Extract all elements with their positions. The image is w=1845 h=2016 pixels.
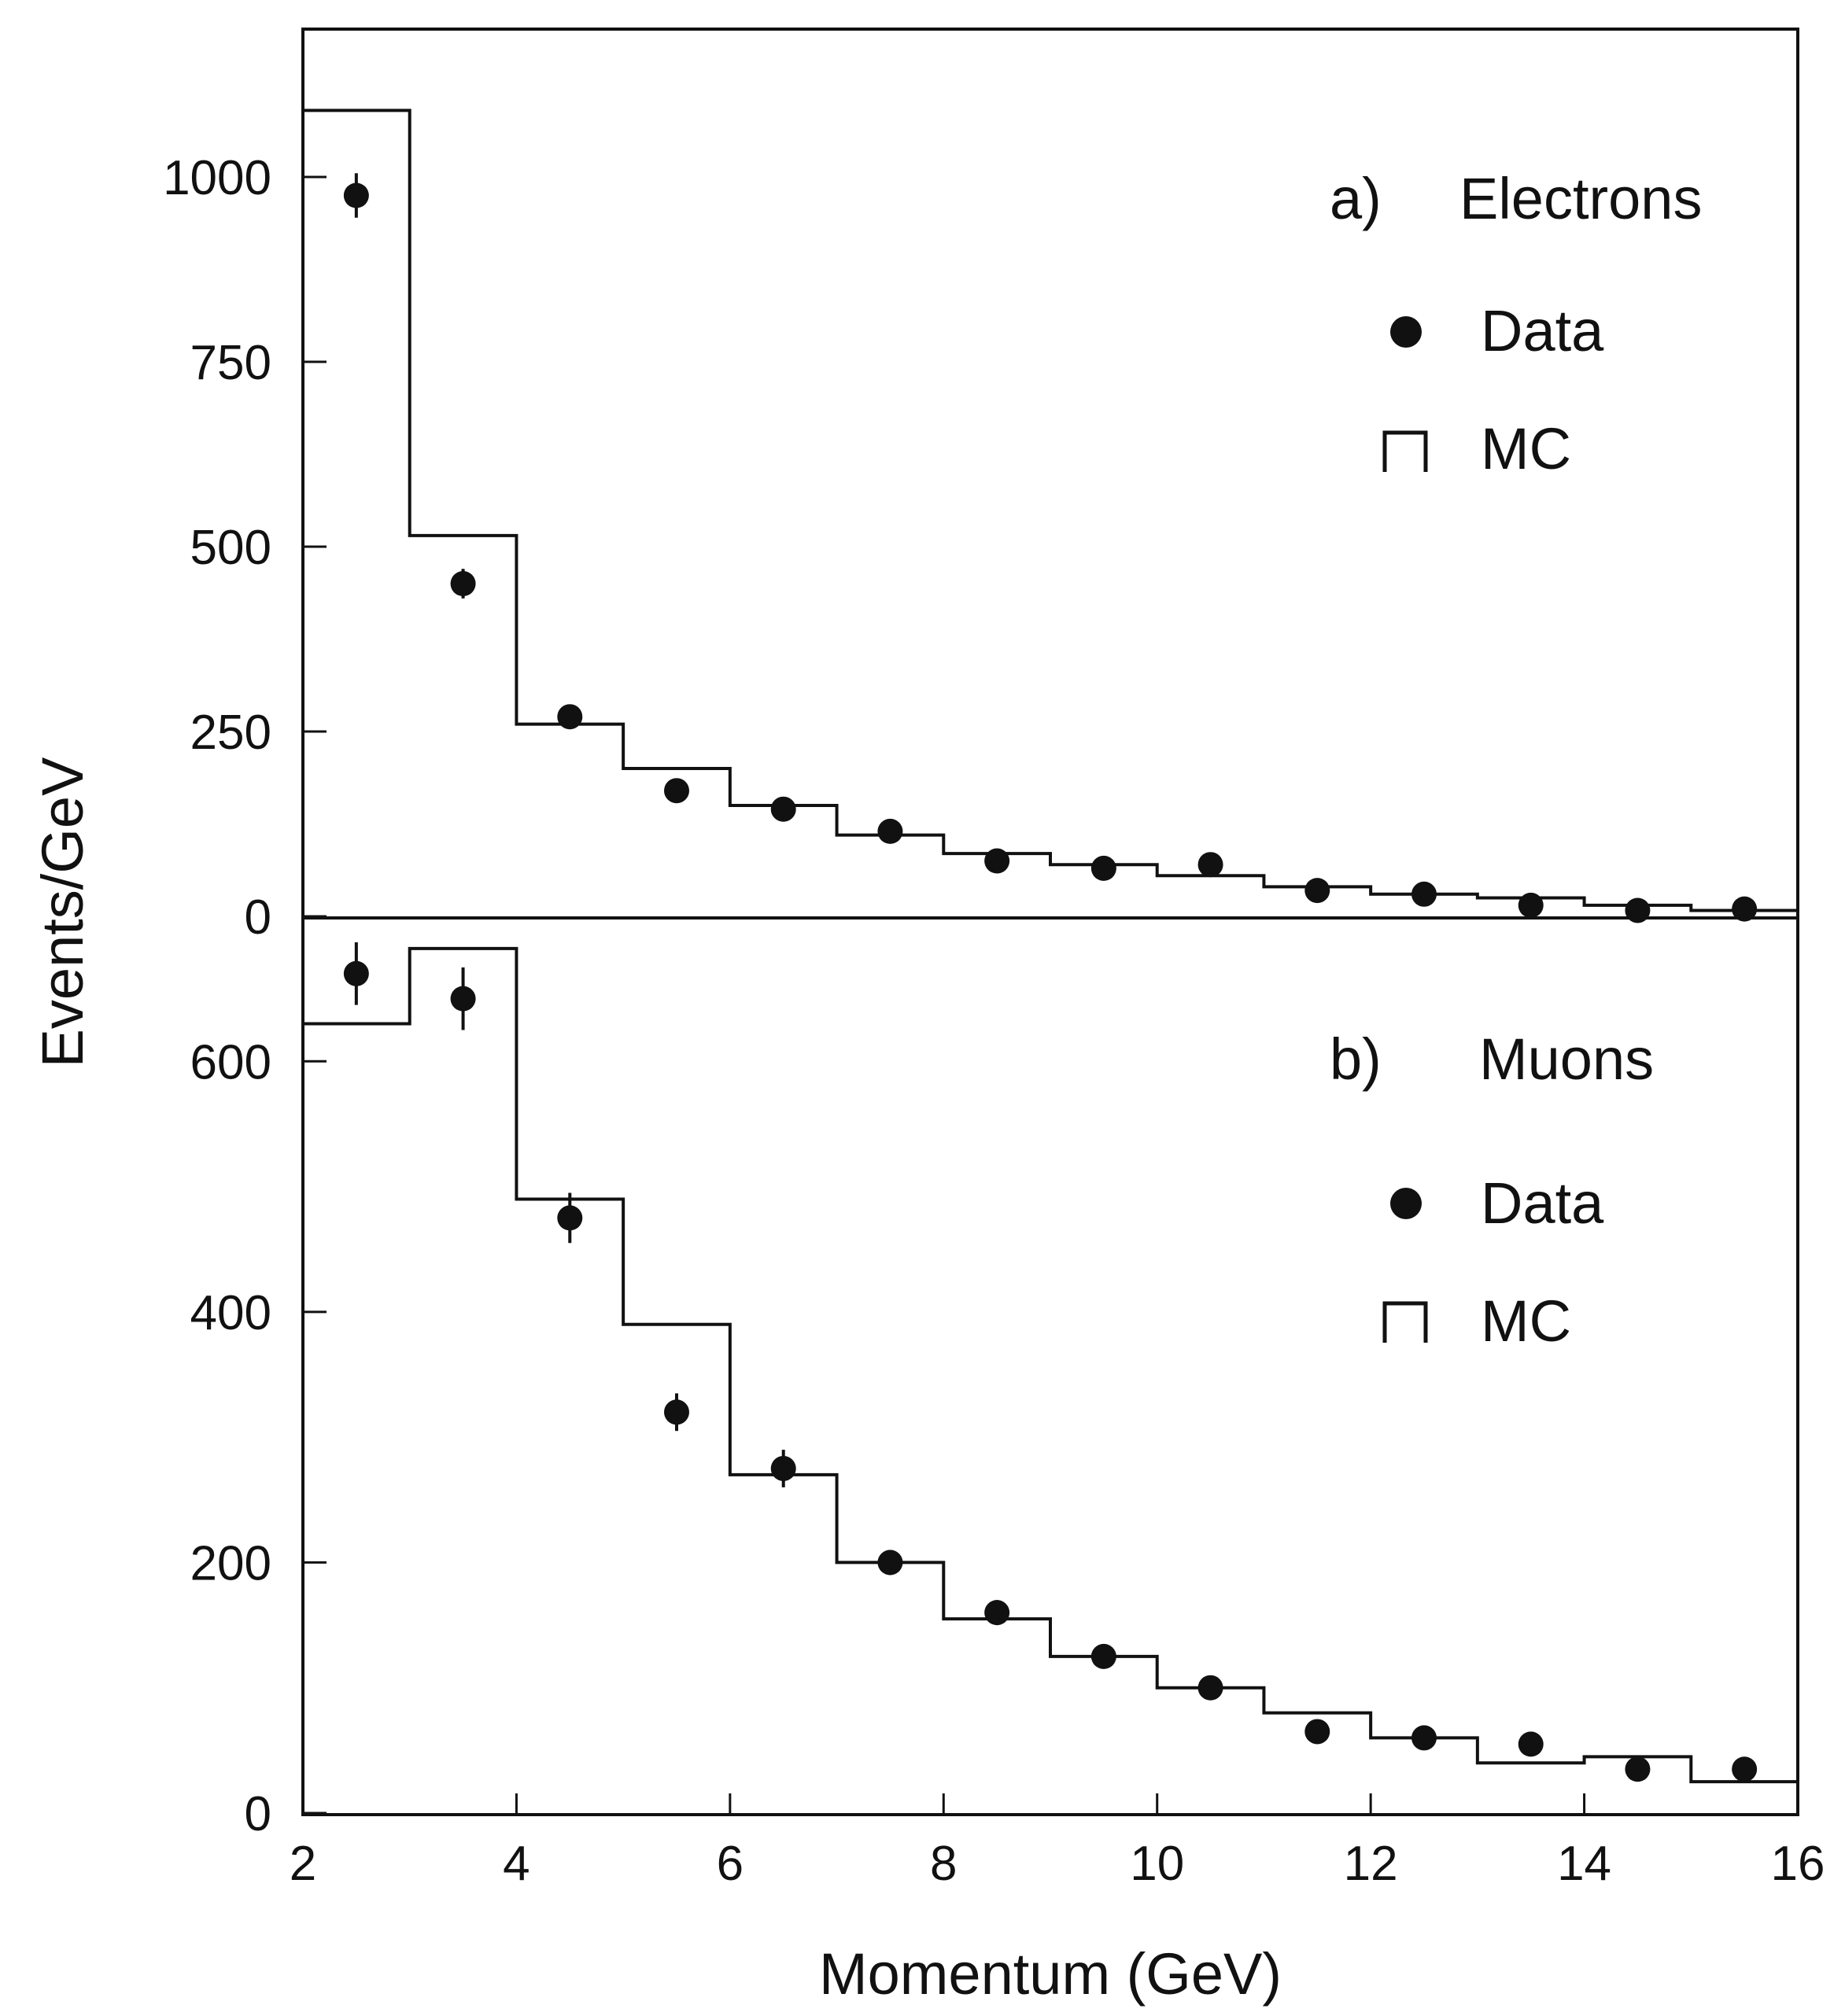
data-point [1090,855,1116,881]
panel-b-legend-mc-marker [1382,1301,1428,1343]
data-point [770,796,796,822]
panel-b-legend-data-label: Data [1481,1170,1604,1236]
y-tick-label: 1000 [163,151,271,205]
x-tick-label: 2 [290,1837,316,1891]
panel-b-label: b) [1330,1026,1382,1092]
panel-a-legend-mc-marker [1382,430,1428,472]
panel-b-frame [301,916,1799,1816]
data-point [557,1205,583,1231]
data-point [450,571,476,596]
y-tick-label: 0 [245,1787,271,1841]
data-point [984,1600,1010,1626]
data-point [343,182,369,208]
data-point [1732,896,1758,922]
data-point [450,986,476,1012]
panel-a-legend-data-label: Data [1481,298,1604,363]
data-point [1625,1756,1651,1782]
data-point [1197,852,1223,878]
data-point [984,848,1010,874]
data-point [1304,1719,1330,1745]
panel-a-label: a) [1330,166,1382,231]
panel-a-frame [301,28,1799,920]
y-tick-label: 600 [190,1035,271,1089]
data-point [1304,878,1330,904]
x-axis-title: Momentum (GeV) [819,1941,1282,2007]
data-point [1518,892,1544,918]
panel-a-legend-data-marker [1390,316,1422,348]
panel-b-y-ticks: 0 200 400 600 [190,1035,327,1841]
y-tick-label: 750 [190,336,271,390]
y-tick-label: 250 [190,706,271,760]
data-point [770,1455,796,1481]
panel-a-legend-mc-label: MC [1481,416,1571,481]
panel-b-legend-data-marker [1390,1188,1422,1219]
x-tick-label: 8 [930,1837,957,1891]
data-point [557,704,583,730]
y-tick-label: 400 [190,1286,271,1340]
y-tick-label: 500 [190,521,271,575]
x-tick-label: 14 [1557,1837,1611,1891]
data-point [343,960,369,986]
data-point [1411,881,1437,907]
x-tick-label: 4 [503,1837,530,1891]
data-point [1732,1756,1758,1782]
y-axis-title: Events/GeV [30,757,95,1068]
y-tick-label: 200 [190,1536,271,1590]
y-tick-label: 0 [245,890,271,945]
x-tick-label: 12 [1344,1837,1398,1891]
data-point [877,1550,903,1576]
data-point [664,778,689,804]
panel-b-data-points [343,942,1758,1782]
data-point [1197,1675,1223,1701]
panel-a-data-points [343,173,1758,923]
data-point [664,1399,689,1425]
x-ticks: 2 4 6 8 10 12 14 16 [290,1793,1825,1891]
data-point [1625,897,1651,923]
panel-b-legend-mc-label: MC [1481,1288,1571,1354]
x-tick-label: 6 [717,1837,744,1891]
panel-b-title: Muons [1479,1026,1654,1092]
panel-a-y-ticks: 0 250 500 750 1000 [163,151,327,945]
panel-a-title: Electrons [1459,166,1702,231]
x-tick-label: 16 [1771,1837,1825,1891]
data-point [1518,1731,1544,1757]
data-point [1411,1725,1437,1751]
x-tick-label: 10 [1130,1837,1184,1891]
data-point [877,818,903,844]
data-point [1090,1643,1116,1669]
